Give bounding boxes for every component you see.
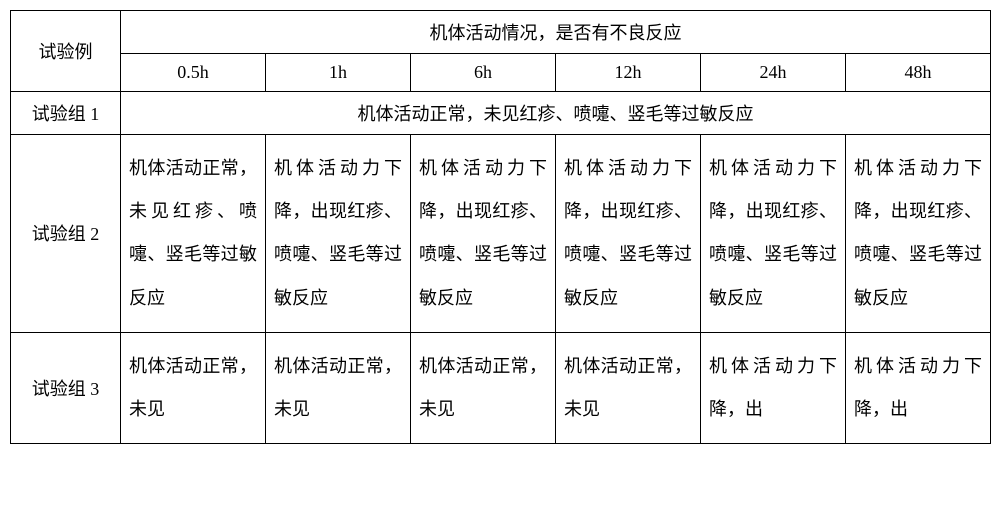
row-label: 试验组 3: [11, 332, 121, 443]
result-cell: 机体活动力下降，出现红疹、喷嚏、竖毛等过敏反应: [411, 135, 556, 333]
table-row: 试验组 3机体活动正常，未见机体活动正常，未见机体活动正常，未见机体活动正常，未…: [11, 332, 991, 443]
result-cell: 机体活动正常，未见: [556, 332, 701, 443]
result-cell: 机体活动力下降，出现红疹、喷嚏、竖毛等过敏反应: [266, 135, 411, 333]
time-column-header: 12h: [556, 54, 701, 92]
table-header-row-1: 试验例 机体活动情况，是否有不良反应: [11, 11, 991, 54]
row-label: 试验组 1: [11, 92, 121, 135]
result-cell: 机体活动力下降，出现红疹、喷嚏、竖毛等过敏反应: [556, 135, 701, 333]
result-cell: 机体活动正常，未见: [411, 332, 556, 443]
table-row: 试验组 2机体活动正常，未见红疹、喷嚏、竖毛等过敏反应机体活动力下降，出现红疹、…: [11, 135, 991, 333]
time-column-header: 1h: [266, 54, 411, 92]
result-cell: 机体活动正常，未见红疹、喷嚏、竖毛等过敏反应: [121, 135, 266, 333]
result-cell: 机体活动正常，未见: [266, 332, 411, 443]
table-row: 试验组 1机体活动正常，未见红疹、喷嚏、竖毛等过敏反应: [11, 92, 991, 135]
row-header-label: 试验例: [11, 11, 121, 92]
result-cell: 机体活动正常，未见: [121, 332, 266, 443]
table-header-row-2: 0.5h1h6h12h24h48h: [11, 54, 991, 92]
result-cell: 机体活动力下降，出现红疹、喷嚏、竖毛等过敏反应: [846, 135, 991, 333]
time-column-header: 24h: [701, 54, 846, 92]
result-cell: 机体活动力下降，出: [846, 332, 991, 443]
row-label: 试验组 2: [11, 135, 121, 333]
top-header: 机体活动情况，是否有不良反应: [121, 11, 991, 54]
time-column-header: 0.5h: [121, 54, 266, 92]
time-column-header: 6h: [411, 54, 556, 92]
result-cell: 机体活动力下降，出现红疹、喷嚏、竖毛等过敏反应: [701, 135, 846, 333]
merged-result-cell: 机体活动正常，未见红疹、喷嚏、竖毛等过敏反应: [121, 92, 991, 135]
time-column-header: 48h: [846, 54, 991, 92]
experiment-results-table: 试验例 机体活动情况，是否有不良反应 0.5h1h6h12h24h48h 试验组…: [10, 10, 991, 444]
result-cell: 机体活动力下降，出: [701, 332, 846, 443]
